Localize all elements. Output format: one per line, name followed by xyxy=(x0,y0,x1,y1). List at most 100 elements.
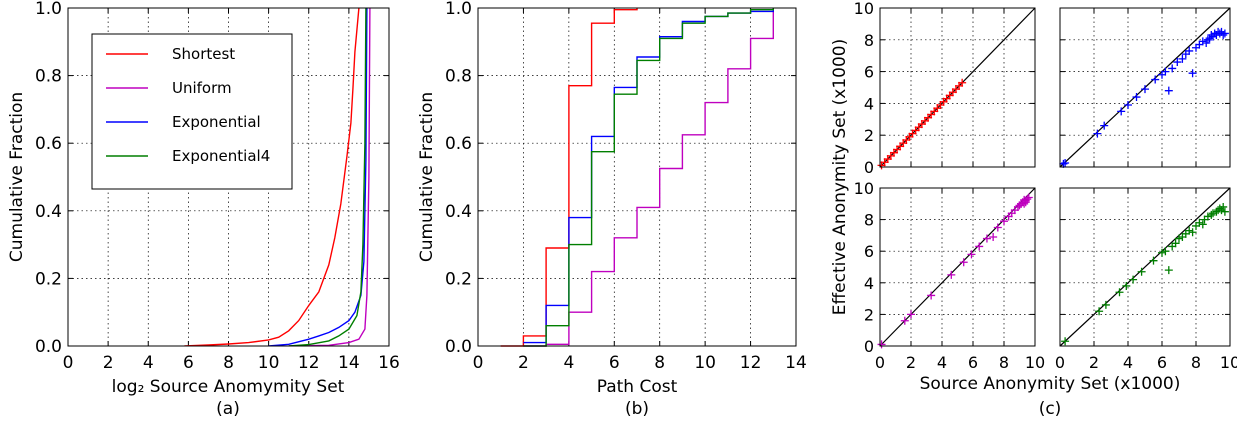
scatter-point xyxy=(1117,107,1126,116)
scatter-point xyxy=(975,242,984,251)
scatter-point xyxy=(1158,248,1166,257)
y-axis-label: Cumulative Fraction xyxy=(417,92,437,262)
x-tick-label: 8 xyxy=(223,353,234,373)
scatter-point xyxy=(1185,46,1194,55)
scatter-point xyxy=(1175,234,1183,243)
scatter-point xyxy=(1161,67,1170,76)
y-tick-label: 0.6 xyxy=(445,134,472,154)
y-tick-label: 6 xyxy=(864,242,874,261)
legend-label: Exponential xyxy=(172,113,261,131)
y-tick-label: 0.4 xyxy=(445,202,472,222)
x-tick-label: 12 xyxy=(298,353,320,373)
x-tick-label: 6 xyxy=(1157,353,1167,372)
x-tick-label: 8 xyxy=(1191,353,1201,372)
x-tick-label: 16 xyxy=(378,353,400,373)
x-tick-label: 4 xyxy=(143,353,154,373)
x-tick-label: 0 xyxy=(875,353,885,372)
series-line-exponential4 xyxy=(288,8,367,346)
series-line-uniform xyxy=(288,8,371,346)
x-tick-label: 2 xyxy=(518,353,529,373)
x-axis-label: Path Cost xyxy=(597,377,678,397)
x-tick-label: 4 xyxy=(563,353,574,373)
scatter-point xyxy=(1219,31,1228,40)
scatter-point xyxy=(1219,202,1228,211)
y-tick-label: 4 xyxy=(864,94,874,113)
subplot-uniform-frame xyxy=(879,187,1036,347)
x-tick-label: 10 xyxy=(258,353,280,373)
scatter-point xyxy=(1151,75,1160,84)
y-tick-label: 0.2 xyxy=(35,269,62,289)
scatter-point xyxy=(967,250,976,259)
x-axis-label: log₂ Source Anomymity Set xyxy=(112,377,345,397)
scatter-point xyxy=(1203,212,1212,221)
scatter-point xyxy=(1020,195,1029,204)
scatter-point xyxy=(1122,281,1131,290)
scatter-point xyxy=(1168,64,1177,73)
y-tick-label: 0.6 xyxy=(35,134,62,154)
scatter-point xyxy=(1061,337,1070,346)
scatter-point xyxy=(1137,267,1146,276)
x-tick-label: 0 xyxy=(63,353,74,373)
y-tick-label: 6 xyxy=(864,63,874,82)
scatter-point xyxy=(1093,129,1102,138)
scatter-point xyxy=(1198,220,1207,229)
x-tick-label: 2 xyxy=(906,353,916,372)
subplot-exponential4-axes: 0 2 4 6 8 10 xyxy=(1055,187,1237,372)
y-tick-label: 0.0 xyxy=(35,337,62,357)
x-tick-label: 2 xyxy=(1089,353,1099,372)
series-step-exponential4 xyxy=(523,8,774,347)
y-tick-label: 0.4 xyxy=(35,202,62,222)
panel-b-frame xyxy=(477,7,797,347)
y-tick-label: 0 xyxy=(864,158,874,177)
y-axis-label: Cumulative Fraction xyxy=(7,92,27,262)
scatter-point xyxy=(1164,266,1173,275)
scatter-point xyxy=(958,78,967,87)
x-tick-label: 8 xyxy=(654,353,665,373)
y-tick-label: 10 xyxy=(854,179,874,198)
series-step-uniform xyxy=(523,8,774,347)
panel-a-axes: 0 2 4 6 8 10 12 14 16 0.0 0.2 0.4 0.6 0.8 1.0 xyxy=(35,0,400,373)
x-tick-label: 14 xyxy=(338,353,360,373)
scatter-point xyxy=(1059,159,1068,168)
scatter-point xyxy=(1164,86,1173,95)
x-tick-label: 6 xyxy=(609,353,620,373)
scatter-point xyxy=(1195,218,1204,227)
scatter-point xyxy=(959,258,968,267)
x-tick-label: 4 xyxy=(937,353,947,372)
scatter-point xyxy=(993,223,1002,232)
x-tick-label: 10 xyxy=(694,353,716,373)
subplot-uniform-axes: 0 2 4 6 8 10 0 2 4 6 8 10 xyxy=(854,179,1046,372)
scatter-point xyxy=(1171,239,1180,248)
legend: Shortest Uniform Exponential Exponential4 xyxy=(91,33,293,190)
series-step-shortest xyxy=(500,8,638,347)
panel-b-axes: 0 2 4 6 8 10 12 14 0.0 0.2 0.4 0.6 0.8 1.0 xyxy=(445,0,807,373)
scatter-point xyxy=(1024,193,1033,202)
x-axis-label: Source Anonymity Set (x1000) xyxy=(920,374,1181,394)
x-tick-label: 2 xyxy=(103,353,114,373)
scatter-point xyxy=(877,340,886,349)
y-tick-label: 2 xyxy=(864,305,874,324)
y-tick-label: 0 xyxy=(864,337,874,356)
scatter-point xyxy=(1220,207,1229,216)
y-tick-label: 10 xyxy=(854,0,874,18)
scatter-point xyxy=(1207,210,1216,219)
y-tick-label: 8 xyxy=(864,31,874,50)
scatter-point xyxy=(1061,159,1070,168)
scatter-point xyxy=(1101,300,1110,309)
x-tick-label: 6 xyxy=(183,353,194,373)
scatter-point xyxy=(1000,217,1008,226)
scatter-point xyxy=(1203,35,1212,44)
y-tick-label: 0.8 xyxy=(445,67,472,87)
scatter-point xyxy=(1141,85,1149,94)
series-line-shortest xyxy=(184,8,360,346)
scatter-point xyxy=(982,234,991,243)
scatter-point xyxy=(1215,204,1224,213)
scatter-point xyxy=(1178,54,1187,63)
y-tick-label: 1.0 xyxy=(35,0,62,19)
x-tick-label: 12 xyxy=(740,353,762,373)
x-tick-label: 8 xyxy=(999,353,1009,372)
scatter-point xyxy=(989,232,998,241)
y-tick-label: 2 xyxy=(864,126,874,145)
legend-box xyxy=(91,33,293,190)
